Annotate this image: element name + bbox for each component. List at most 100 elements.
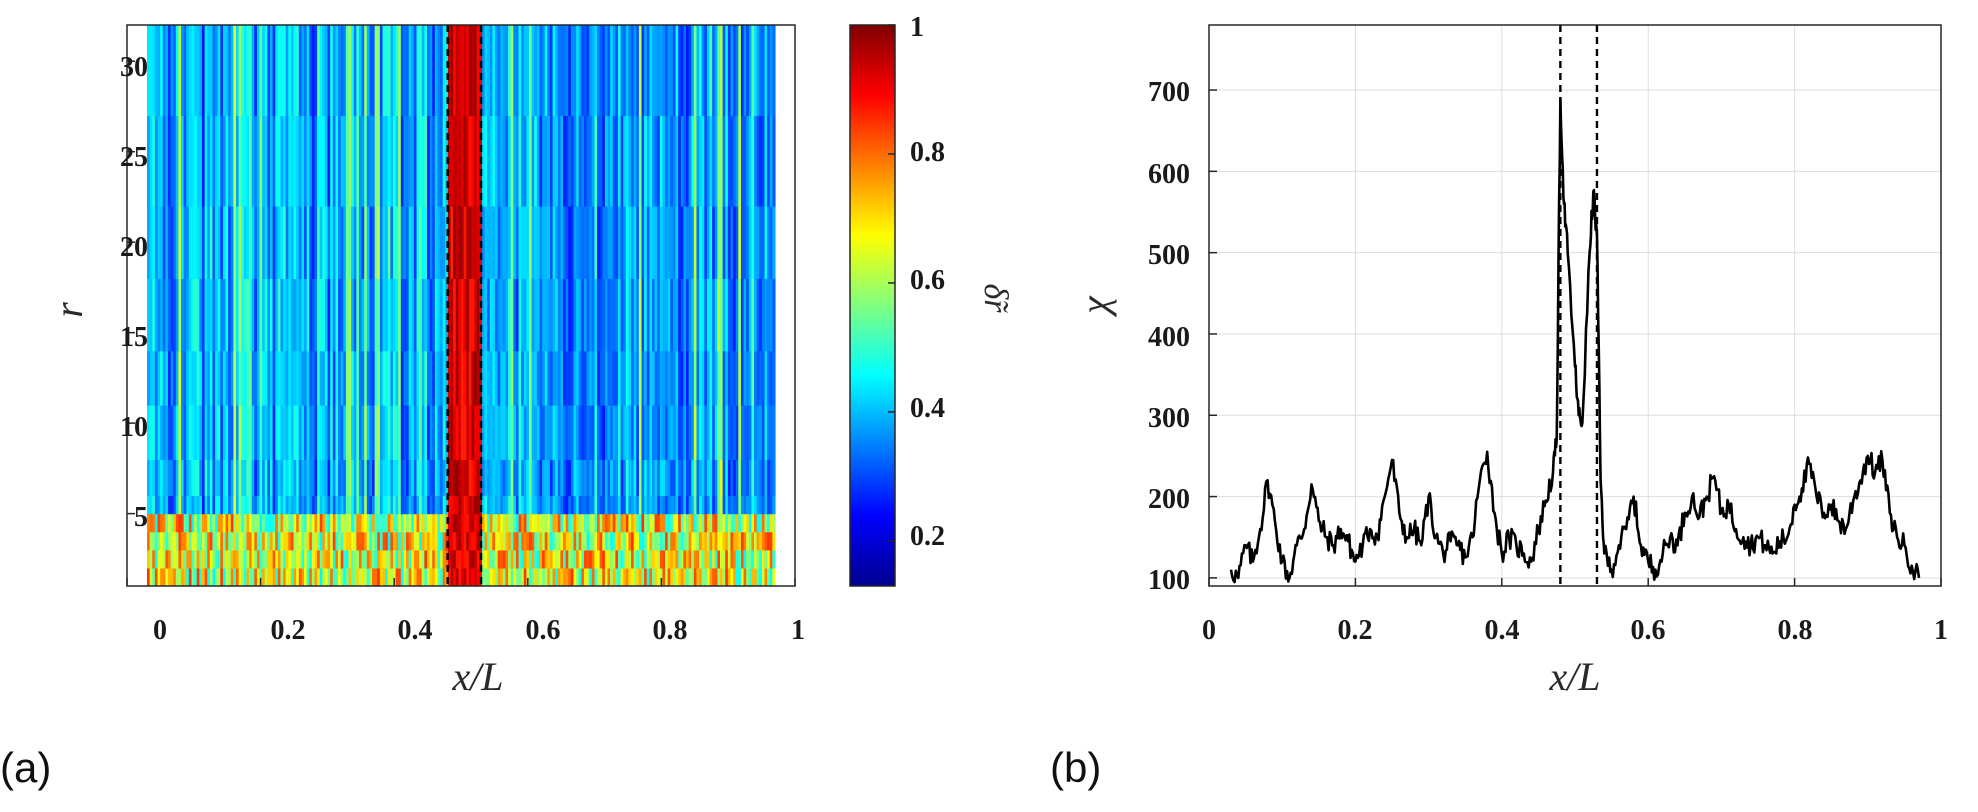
- heatmap-cell: [463, 531, 467, 551]
- heatmap-cell: [204, 531, 208, 551]
- heatmap-cell: [400, 350, 405, 406]
- heatmap-cell: [563, 25, 567, 117]
- heatmap-cell: [167, 405, 172, 460]
- heatmap-cell: [225, 278, 229, 352]
- heatmap-cell: [283, 205, 287, 279]
- heatmap-cell: [324, 513, 329, 533]
- heatmap-cell: [686, 567, 690, 586]
- heatmap-cell: [369, 25, 373, 117]
- heatmap-cell: [633, 205, 637, 279]
- heatmap-cell: [259, 567, 263, 586]
- heatmap-cell: [502, 531, 507, 551]
- heatmap-cell: [602, 549, 606, 569]
- heatmap-cell: [557, 115, 562, 207]
- heatmap-cell: [225, 495, 229, 515]
- heatmap-cell: [602, 495, 606, 515]
- heatmap-cell: [196, 405, 200, 460]
- heatmap-cell: [497, 205, 501, 279]
- heatmap-cell: [691, 405, 695, 460]
- heatmap-cell: [241, 25, 245, 117]
- heatmap-cell: [160, 115, 164, 207]
- heatmap-cell: [225, 567, 229, 586]
- heatmap-cell: [649, 25, 653, 117]
- heatmap-cell: [570, 513, 575, 533]
- heatmap-cell: [489, 205, 493, 279]
- heatmap-cell: [199, 350, 203, 406]
- heatmap-cell: [306, 459, 310, 497]
- heatmap-cell: [149, 25, 153, 117]
- heatmap-cell: [238, 495, 242, 515]
- heatmap-cell: [183, 205, 187, 279]
- heatmap-cell: [445, 405, 449, 460]
- heatmap-cell: [628, 513, 632, 533]
- heatmap-cell: [270, 495, 274, 515]
- heatmap-cell: [665, 459, 669, 497]
- heatmap-cell: [222, 405, 227, 460]
- heatmap-cell: [586, 115, 590, 207]
- heatmap-cell: [437, 205, 441, 279]
- heatmap-cell: [225, 513, 229, 533]
- heatmap-cell: [544, 25, 548, 117]
- heatmap-cell: [646, 549, 650, 569]
- heatmap-cell: [238, 513, 242, 533]
- heatmap-cell: [646, 205, 650, 279]
- heatmap-cell: [298, 549, 303, 569]
- heatmap-cell: [560, 459, 564, 497]
- heatmap-cell: [285, 405, 289, 460]
- heatmap-cell: [607, 350, 611, 406]
- heatmap-cell: [738, 25, 742, 117]
- colorbar-label: δ̃r: [977, 283, 1014, 313]
- heatmap-cell: [466, 205, 470, 279]
- heatmap-cell: [238, 25, 242, 117]
- heatmap-cell: [426, 459, 431, 497]
- heatmap-cell: [740, 350, 745, 406]
- heatmap-cell: [301, 115, 305, 207]
- heatmap-cell: [385, 459, 389, 497]
- heatmap-cell: [290, 513, 295, 533]
- heatmap-cell: [699, 513, 703, 533]
- heatmap-cell: [220, 513, 224, 533]
- heatmap-cell: [322, 495, 326, 515]
- heatmap-cell: [246, 350, 250, 406]
- heatmap-cell: [720, 531, 724, 551]
- heatmap-cell: [272, 205, 276, 279]
- heatmap-cell: [555, 278, 559, 352]
- heatmap-cell: [709, 459, 713, 497]
- heatmap-cell: [188, 495, 193, 515]
- heatmap-cell: [416, 459, 420, 497]
- heatmap-cell: [659, 459, 664, 497]
- heatmap-cell: [581, 115, 585, 207]
- heatmap-cell: [270, 567, 274, 586]
- heatmap-cell: [191, 567, 195, 586]
- heatmap-cell: [340, 115, 344, 207]
- heatmap-cell: [170, 350, 174, 406]
- heatmap-cell: [314, 115, 318, 207]
- heatmap-cell: [400, 205, 405, 279]
- heatmap-cell: [186, 25, 190, 117]
- heatmap-cell: [515, 459, 520, 497]
- heatmap-cell: [542, 549, 546, 569]
- heatmap-cell: [565, 25, 569, 117]
- heatmap-cell: [730, 205, 734, 279]
- heatmap-cell: [526, 405, 530, 460]
- heatmap-cell: [277, 278, 282, 352]
- heatmap-cell: [583, 350, 588, 406]
- heatmap-cell: [400, 549, 405, 569]
- heatmap-cell: [693, 205, 698, 279]
- heatmap-cell: [319, 531, 323, 551]
- line-chart-panel: 0 0.2 0.4 0.6 0.8 1 100 200 300 400 500 …: [1072, 24, 1948, 699]
- heatmap-cell: [657, 531, 661, 551]
- heatmap-cell: [254, 278, 258, 352]
- heatmap-cell: [351, 549, 355, 569]
- heatmap-cell: [675, 549, 679, 569]
- heatmap-cell: [408, 495, 412, 515]
- heatmap-cell: [442, 205, 446, 279]
- heatmap-cell: [500, 459, 504, 497]
- heatmap-cell: [487, 278, 491, 352]
- heatmap-cell: [429, 549, 433, 569]
- heatmap-cell: [672, 405, 677, 460]
- heatmap-cell: [518, 531, 522, 551]
- heatmap-cell: [398, 205, 402, 279]
- heatmap-cell: [615, 115, 619, 207]
- heatmap-cell: [353, 459, 357, 497]
